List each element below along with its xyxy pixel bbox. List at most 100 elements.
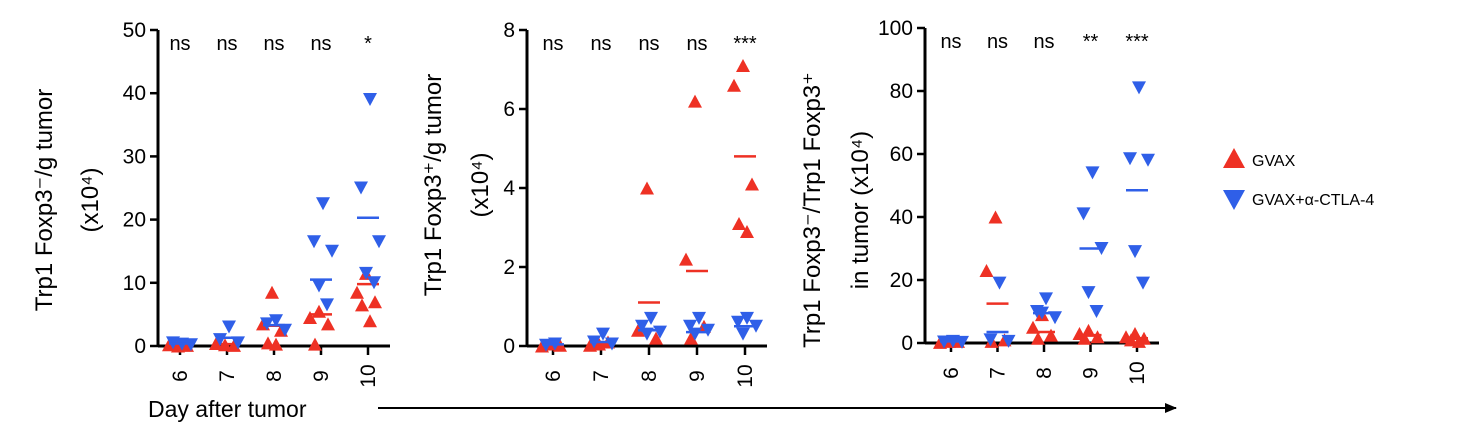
y-tick-label: 100 <box>878 17 913 40</box>
x-tick-label: 9 <box>310 370 333 382</box>
gvax-point <box>303 311 317 325</box>
y-axis-label: Trp1 Foxp3⁺/g tumor <box>420 74 447 297</box>
gvax-point <box>227 338 241 352</box>
gvax-ctla4-point <box>731 315 745 329</box>
x-tick-label: 7 <box>216 370 239 382</box>
gvax-ctla4-point <box>683 319 697 333</box>
gvax-ctla4-point <box>740 311 754 325</box>
y-tick-label: 60 <box>890 143 913 166</box>
gvax-point <box>688 94 702 108</box>
gvax-ctla4-point <box>1136 276 1150 290</box>
gvax-ctla4-point <box>688 327 702 341</box>
significance-label: ns <box>216 33 237 55</box>
x-tick-label: 10 <box>357 364 380 387</box>
x-tick-label: 7 <box>987 367 1010 379</box>
y-tick-label: 2 <box>503 256 515 279</box>
x-tick-label: 8 <box>638 370 661 382</box>
legend-gvax-ctla4-label: GVAX+α-CTLA-4 <box>1252 192 1374 209</box>
y-axis-label: in tumor (x10⁴) <box>847 131 874 289</box>
legend: GVAX GVAX+α-CTLA-4 <box>1223 148 1374 210</box>
gvax-point <box>308 337 322 351</box>
gvax-ctla4-point <box>736 327 750 341</box>
gvax-ctla4-point <box>1123 152 1137 166</box>
chart-panel-ratio: 0 20 40 60 80 100 Trp1 Foxp3⁻/Trp1 Foxp3⁺ in tu… <box>799 17 1159 385</box>
significance-label: ns <box>940 31 961 53</box>
x-tick-label: 8 <box>263 370 286 382</box>
x-tick-label: 10 <box>734 364 757 387</box>
gvax-point <box>269 337 283 351</box>
y-tick-label: 40 <box>890 206 913 229</box>
significance-label: ns <box>987 31 1008 53</box>
gvax-point <box>745 177 759 191</box>
chart-panel-foxp3-pos: 0 2 4 6 8 Trp1 Foxp3⁺/g tumor (x10⁴) 6 ns 7 ns 8 ns 9… <box>420 19 767 388</box>
gvax-point <box>988 210 1003 224</box>
gvax-point <box>1077 331 1092 345</box>
significance-label: ns <box>1033 31 1054 53</box>
gvax-point <box>740 224 754 238</box>
gvax-point <box>979 264 994 278</box>
x-tick-label: 8 <box>1033 367 1056 379</box>
significance-label: *** <box>733 33 757 55</box>
gvax-point <box>1026 320 1040 334</box>
gvax-ctla4-point <box>372 235 386 249</box>
gvax-point <box>1090 330 1105 344</box>
significance-label: ns <box>686 33 707 55</box>
gvax-ctla4-point <box>1048 311 1062 325</box>
gvax-point <box>368 295 382 309</box>
y-tick-label: 20 <box>123 209 146 232</box>
y-tick-label: 6 <box>503 98 515 121</box>
gvax-point <box>1031 331 1045 345</box>
y-tick-label: 20 <box>890 269 913 292</box>
x-tick-label: 9 <box>1080 367 1103 379</box>
y-axis-label: Trp1 Foxp3⁻/Trp1 Foxp3⁺ <box>799 72 826 348</box>
significance-label: ns <box>263 33 284 55</box>
gvax-point <box>1044 328 1058 342</box>
gvax-ctla4-point <box>367 276 381 290</box>
x-tick-label: 10 <box>1126 361 1149 384</box>
gvax-ctla4-point <box>316 197 330 211</box>
y-tick-label: 8 <box>503 19 515 42</box>
gvax-point <box>640 181 654 195</box>
gvax-point <box>679 252 693 266</box>
y-axis-label: (x10⁴) <box>77 168 104 233</box>
y-tick-label: 80 <box>890 80 913 103</box>
y-axis-label: Trp1 Foxp3⁻/g tumor <box>31 89 58 312</box>
gvax-ctla4-point <box>1128 245 1142 259</box>
x-tick-label: 6 <box>940 367 963 379</box>
gvax-ctla4-point <box>222 320 236 334</box>
gvax-ctla4-point <box>1132 81 1146 95</box>
gvax-ctla4-point <box>312 279 326 293</box>
gvax-ctla4-point <box>1076 207 1091 221</box>
gvax-ctla4-point <box>1141 153 1155 167</box>
legend-gvax-label: GVAX <box>1252 153 1296 170</box>
gvax-ctla4-point <box>307 235 321 249</box>
gvax-point <box>727 78 741 92</box>
significance-label: ns <box>169 33 190 55</box>
gvax-ctla4-point <box>184 338 198 352</box>
y-tick-label: 0 <box>503 335 515 358</box>
gvax-point <box>265 285 279 299</box>
gvax-ctla4-point <box>635 319 649 333</box>
gvax-point <box>1132 334 1146 348</box>
gvax-point <box>1124 333 1138 347</box>
gvax-point <box>321 317 335 331</box>
gvax-ctla4-point <box>1081 286 1096 300</box>
chart-panel-foxp3-neg: 0 10 20 30 40 50 Trp1 Foxp3⁻/g tumor (x10⁴) 6 ns 7… <box>31 19 390 388</box>
gvax-ctla4-point <box>278 323 292 337</box>
significance-label: ns <box>310 33 331 55</box>
y-axis-label: (x10⁴) <box>467 153 494 218</box>
y-tick-label: 40 <box>123 82 146 105</box>
gvax-ctla4-point <box>363 93 377 107</box>
gvax-ctla4-point <box>983 333 998 347</box>
gvax-ctla4-point <box>1039 292 1053 306</box>
significance-label: ns <box>590 33 611 55</box>
gvax-point <box>649 331 663 345</box>
shared-x-axis-label: Day after tumor <box>148 396 307 422</box>
y-tick-label: 10 <box>123 272 146 295</box>
gvax-ctla4-point <box>325 244 339 258</box>
x-tick-label: 7 <box>590 370 613 382</box>
y-tick-label: 50 <box>123 19 146 42</box>
legend-gvax-marker <box>1223 148 1245 168</box>
gvax-ctla4-point <box>644 311 658 325</box>
